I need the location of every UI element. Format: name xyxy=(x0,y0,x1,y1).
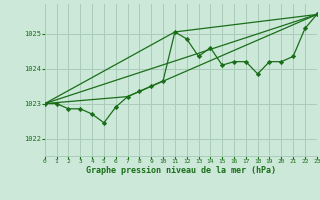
X-axis label: Graphe pression niveau de la mer (hPa): Graphe pression niveau de la mer (hPa) xyxy=(86,166,276,175)
